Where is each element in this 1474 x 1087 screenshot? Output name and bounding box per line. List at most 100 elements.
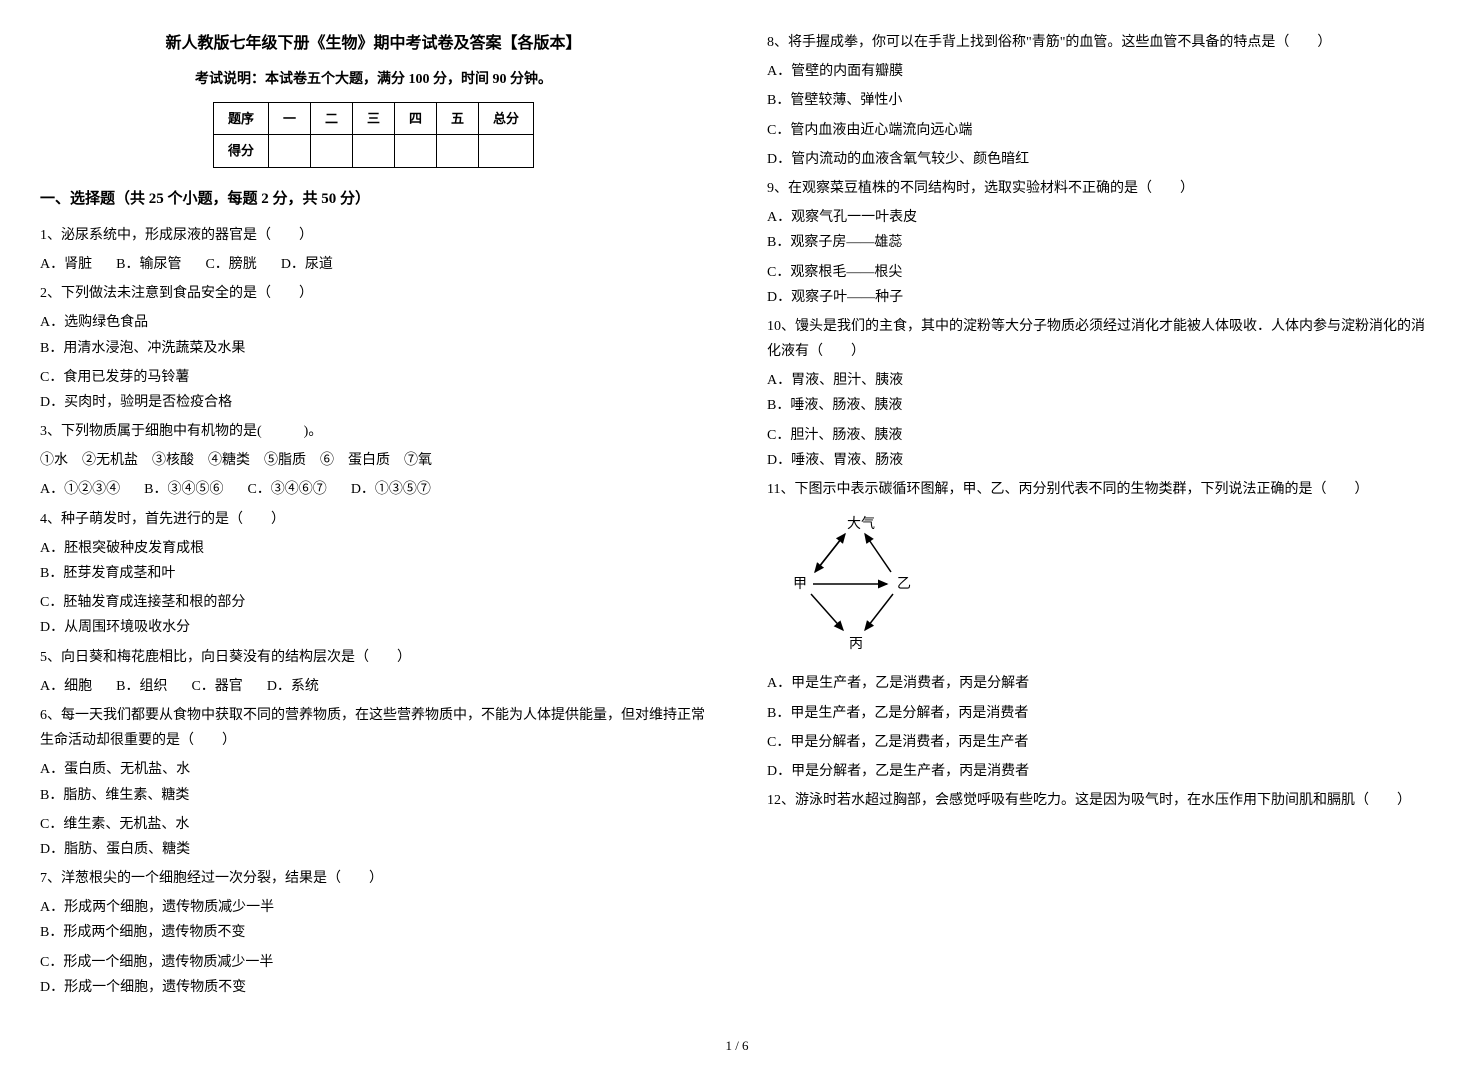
option: B．形成两个细胞，遗传物质不变 bbox=[40, 920, 360, 945]
diagram-label-bottom: 丙 bbox=[849, 637, 863, 652]
option: C．③④⑥⑦ bbox=[247, 477, 326, 502]
score-cell bbox=[310, 135, 352, 167]
exam-title: 新人教版七年级下册《生物》期中考试卷及答案【各版本】 bbox=[40, 30, 707, 59]
option: D．形成一个细胞，遗传物质不变 bbox=[40, 975, 360, 1000]
exam-subtitle: 考试说明：本试卷五个大题，满分 100 分，时间 90 分钟。 bbox=[40, 67, 707, 92]
option-row: A．肾脏B．输尿管C．膀胱D．尿道 bbox=[40, 252, 707, 277]
carbon-cycle-diagram: 大气 甲 乙 丙 bbox=[787, 512, 1434, 661]
question-stem: 8、将手握成拳，你可以在手背上找到俗称"青筋"的血管。这些血管不具备的特点是（ … bbox=[767, 30, 1434, 55]
option: C．膀胱 bbox=[205, 252, 256, 277]
score-row-label: 得分 bbox=[213, 135, 268, 167]
option: B．唾液、肠液、胰液 bbox=[767, 393, 1087, 418]
question-stem: 2、下列做法未注意到食品安全的是（ ） bbox=[40, 281, 707, 306]
option: A．选购绿色食品 bbox=[40, 310, 360, 335]
diagram-label-left: 甲 bbox=[793, 577, 807, 592]
option: D．尿道 bbox=[281, 252, 333, 277]
option: A．观察气孔一一叶表皮 bbox=[767, 205, 1087, 230]
left-column: 新人教版七年级下册《生物》期中考试卷及答案【各版本】 考试说明：本试卷五个大题，… bbox=[40, 30, 707, 1004]
option-row: A．胚根突破种皮发育成根B．胚芽发育成茎和叶 bbox=[40, 536, 707, 586]
option: A．胚根突破种皮发育成根 bbox=[40, 536, 360, 561]
questions-right: 8、将手握成拳，你可以在手背上找到俗称"青筋"的血管。这些血管不具备的特点是（ … bbox=[767, 30, 1434, 813]
score-cell bbox=[268, 135, 310, 167]
option: D．观察子叶——种子 bbox=[767, 285, 1087, 310]
question-stem: 5、向日葵和梅花鹿相比，向日葵没有的结构层次是（ ） bbox=[40, 645, 707, 670]
option: D．甲是分解者，乙是生产者，丙是消费者 bbox=[767, 759, 1434, 784]
option: C．器官 bbox=[191, 674, 242, 699]
score-cell bbox=[437, 135, 479, 167]
question-stem: 12、游泳时若水超过胸部，会感觉呼吸有些吃力。这是因为吸气时，在水压作用下肋间肌… bbox=[767, 788, 1434, 813]
option-row: C．胚轴发育成连接茎和根的部分D．从周围环境吸收水分 bbox=[40, 590, 707, 640]
option-row: A．形成两个细胞，遗传物质减少一半B．形成两个细胞，遗传物质不变 bbox=[40, 895, 707, 945]
option: C．甲是分解者，乙是消费者，丙是生产者 bbox=[767, 730, 1434, 755]
option-row: A．①②③④ B．③④⑤⑥ C．③④⑥⑦ D．①③⑤⑦ bbox=[40, 477, 707, 502]
option: B．脂肪、维生素、糖类 bbox=[40, 783, 360, 808]
option: C．观察根毛——根尖 bbox=[767, 260, 1087, 285]
score-cell bbox=[395, 135, 437, 167]
question-stem: 4、种子萌发时，首先进行的是（ ） bbox=[40, 507, 707, 532]
diagram-label-right: 乙 bbox=[897, 576, 911, 592]
option: B．用清水浸泡、冲洗蔬菜及水果 bbox=[40, 336, 360, 361]
option: A．甲是生产者，乙是消费者，丙是分解者 bbox=[767, 671, 1434, 696]
option: D．管内流动的血液含氧气较少、颜色暗红 bbox=[767, 147, 1434, 172]
option: C．食用已发芽的马铃薯 bbox=[40, 365, 360, 390]
score-header: 五 bbox=[437, 102, 479, 134]
option: C．管内血液由近心端流向远心端 bbox=[767, 118, 1434, 143]
option: C．胚轴发育成连接茎和根的部分 bbox=[40, 590, 360, 615]
option: A．细胞 bbox=[40, 674, 92, 699]
option: B．管壁较薄、弹性小 bbox=[767, 88, 1434, 113]
option-row: C．形成一个细胞，遗传物质减少一半D．形成一个细胞，遗传物质不变 bbox=[40, 950, 707, 1000]
score-cell bbox=[479, 135, 534, 167]
question-stem: 10、馒头是我们的主食，其中的淀粉等大分子物质必须经过消化才能被人体吸收．人体内… bbox=[767, 314, 1434, 364]
option-row: C．维生素、无机盐、水D．脂肪、蛋白质、糖类 bbox=[40, 812, 707, 862]
score-cell bbox=[352, 135, 394, 167]
option-row: C．观察根毛——根尖D．观察子叶——种子 bbox=[767, 260, 1434, 310]
question-extra: ①水 ②无机盐 ③核酸 ④糖类 ⑤脂质 ⑥ 蛋白质 ⑦氧 bbox=[40, 448, 707, 473]
diagram-label-top: 大气 bbox=[847, 516, 875, 532]
option: D．系统 bbox=[267, 674, 319, 699]
option-row: C．食用已发芽的马铃薯D．买肉时，验明是否检疫合格 bbox=[40, 365, 707, 415]
option: B．胚芽发育成茎和叶 bbox=[40, 561, 360, 586]
section-1-title: 一、选择题（共 25 个小题，每题 2 分，共 50 分） bbox=[40, 186, 707, 213]
option: A．蛋白质、无机盐、水 bbox=[40, 757, 360, 782]
score-table: 题序 一 二 三 四 五 总分 得分 bbox=[213, 102, 534, 168]
option-row: A．细胞B．组织C．器官D．系统 bbox=[40, 674, 707, 699]
score-header: 三 bbox=[352, 102, 394, 134]
right-column: 8、将手握成拳，你可以在手背上找到俗称"青筋"的血管。这些血管不具备的特点是（ … bbox=[767, 30, 1434, 1004]
page-footer: 1 / 6 bbox=[40, 1034, 1434, 1057]
score-header: 题序 bbox=[213, 102, 268, 134]
option-row: C．胆汁、肠液、胰液D．唾液、胃液、肠液 bbox=[767, 423, 1434, 473]
option: C．形成一个细胞，遗传物质减少一半 bbox=[40, 950, 360, 975]
score-header: 一 bbox=[268, 102, 310, 134]
option-row: A．胃液、胆汁、胰液B．唾液、肠液、胰液 bbox=[767, 368, 1434, 418]
score-header: 二 bbox=[310, 102, 352, 134]
option: A．形成两个细胞，遗传物质减少一半 bbox=[40, 895, 360, 920]
score-header-row: 题序 一 二 三 四 五 总分 bbox=[213, 102, 533, 134]
question-stem: 7、洋葱根尖的一个细胞经过一次分裂，结果是（ ） bbox=[40, 866, 707, 891]
option: C．维生素、无机盐、水 bbox=[40, 812, 360, 837]
option: A．①②③④ bbox=[40, 477, 120, 502]
questions-left: 1、泌尿系统中，形成尿液的器官是（ ）A．肾脏B．输尿管C．膀胱D．尿道2、下列… bbox=[40, 223, 707, 1000]
question-stem: 1、泌尿系统中，形成尿液的器官是（ ） bbox=[40, 223, 707, 248]
question-stem: 3、下列物质属于细胞中有机物的是( )。 bbox=[40, 419, 707, 444]
option: A．管壁的内面有瓣膜 bbox=[767, 59, 1434, 84]
option: B．观察子房——雄蕊 bbox=[767, 230, 1087, 255]
score-value-row: 得分 bbox=[213, 135, 533, 167]
option: B．输尿管 bbox=[116, 252, 181, 277]
option-row: A．观察气孔一一叶表皮B．观察子房——雄蕊 bbox=[767, 205, 1434, 255]
option: D．①③⑤⑦ bbox=[351, 477, 431, 502]
question-stem: 6、每一天我们都要从食物中获取不同的营养物质，在这些营养物质中，不能为人体提供能… bbox=[40, 703, 707, 753]
score-header: 四 bbox=[395, 102, 437, 134]
option: B．甲是生产者，乙是分解者，丙是消费者 bbox=[767, 701, 1434, 726]
question-stem: 9、在观察菜豆植株的不同结构时，选取实验材料不正确的是（ ） bbox=[767, 176, 1434, 201]
option: B．③④⑤⑥ bbox=[144, 477, 223, 502]
option: D．脂肪、蛋白质、糖类 bbox=[40, 837, 360, 862]
option: D．从周围环境吸收水分 bbox=[40, 615, 360, 640]
option: D．买肉时，验明是否检疫合格 bbox=[40, 390, 360, 415]
option-row: A．选购绿色食品B．用清水浸泡、冲洗蔬菜及水果 bbox=[40, 310, 707, 360]
option: D．唾液、胃液、肠液 bbox=[767, 448, 1087, 473]
option: C．胆汁、肠液、胰液 bbox=[767, 423, 1087, 448]
question-stem: 11、下图示中表示碳循环图解，甲、乙、丙分别代表不同的生物类群，下列说法正确的是… bbox=[767, 477, 1434, 502]
option: A．胃液、胆汁、胰液 bbox=[767, 368, 1087, 393]
score-header: 总分 bbox=[479, 102, 534, 134]
option-row: A．蛋白质、无机盐、水B．脂肪、维生素、糖类 bbox=[40, 757, 707, 807]
